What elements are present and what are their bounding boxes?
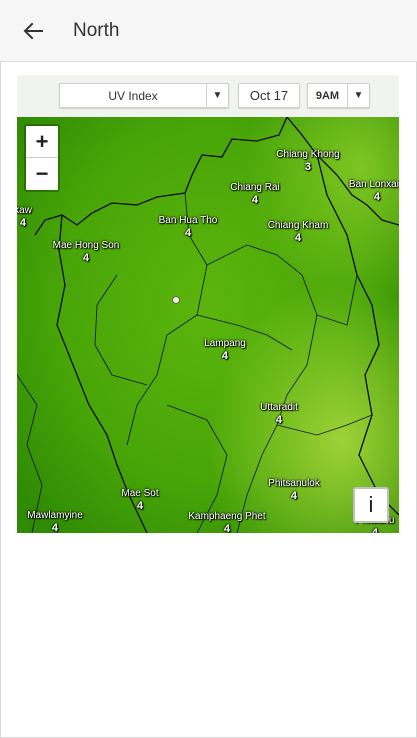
time-select[interactable]: 9AM ▼ [307,83,370,108]
map-terrain [17,75,399,533]
city-label: Ban Hua Tho 4 [158,215,218,239]
time-select-value: 9AM [315,89,340,102]
location-marker[interactable] [172,296,180,304]
layer-select-value: UV Index [108,88,158,103]
layer-select[interactable]: UV Index ▼ [59,83,229,108]
city-label: Chiang Khong 3 [276,149,340,173]
city-label: Mawlamyine 4 [27,510,83,533]
city-label: Uttaradit 4 [260,402,298,426]
zoom-out-button[interactable]: − [35,161,49,186]
date-value: Oct 17 [249,88,289,103]
city-label: Chiang Kham 4 [267,220,329,244]
info-button[interactable]: i [353,487,389,523]
uv-map[interactable]: UV Index ▼ Oct 17 9AM ▼ + − Chiang Khong… [17,75,399,533]
city-label: Lampang 4 [204,338,246,362]
back-arrow-icon[interactable] [18,16,48,46]
page-title: North [73,19,120,41]
app-bar: North [0,0,417,62]
city-label: Chiang Rai 4 [230,182,280,206]
city-label: Mae Hong Son 4 [52,240,120,264]
zoom-in-button[interactable]: + [26,126,58,158]
city-label: Ban Lonxai-I4 [348,179,399,203]
city-label: Phitsanulok 4 [268,478,320,502]
zoom-control: + − [24,124,60,192]
caret-down-icon: ▼ [347,84,369,107]
city-label: Kamphaeng Phet 4 [188,511,266,533]
city-label: Mae Sot 4 [121,488,159,512]
city-label: kaw4 [17,205,32,229]
date-button[interactable]: Oct 17 [238,83,300,108]
caret-down-icon: ▼ [206,84,228,107]
